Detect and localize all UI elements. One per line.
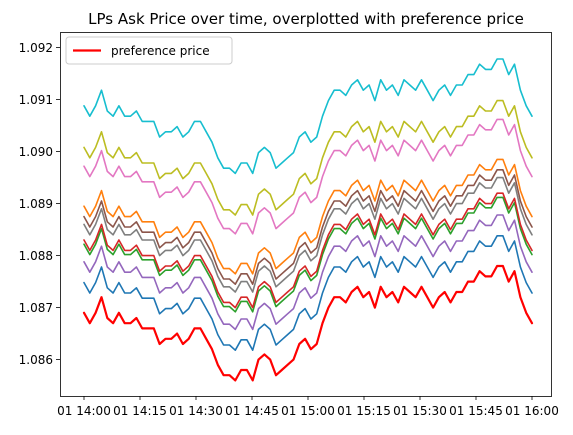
y-tick-label: 1.087	[19, 301, 53, 315]
preference-price-line	[82, 264, 534, 382]
y-tick-label: 1.086	[19, 353, 53, 367]
legend-box	[65, 36, 233, 65]
x-axis: 01 14:00 01 14:15 01 14:30 01 14:45 01 15:00…	[57, 396, 559, 418]
lp-ask-price-line-5	[83, 192, 533, 309]
lp-ask-price-line-2	[83, 214, 533, 331]
x-tick-label: 01 14:15	[113, 404, 167, 418]
y-tick-label: 1.088	[19, 249, 53, 263]
plot-frame	[60, 32, 552, 397]
lp-ask-price-line-3	[83, 196, 533, 313]
y-tick-label: 1.092	[19, 41, 53, 55]
x-tick-label: 01 15:30	[393, 404, 447, 418]
x-tick-label: 01 16:00	[505, 404, 559, 418]
y-tick-label: 1.091	[19, 93, 53, 107]
x-tick-label: 01 15:15	[337, 404, 391, 418]
x-tick-label: 01 15:45	[449, 404, 503, 418]
lp-ask-price-line-4	[83, 176, 533, 293]
y-tick-label: 1.090	[19, 145, 53, 159]
lp-ask-price-line-8	[83, 118, 533, 235]
legend: preference price	[65, 36, 233, 65]
legend-label: preference price	[111, 44, 210, 58]
plot-area	[82, 58, 534, 382]
x-tick-label: 01 14:00	[57, 404, 111, 418]
lp-ask-price-line-9	[83, 99, 533, 216]
lp-ask-price-line-7	[83, 158, 533, 275]
chart-title: LPs Ask Price over time, overplotted wit…	[88, 10, 524, 28]
x-tick-label: 01 14:45	[225, 404, 279, 418]
lp-ask-price-line-6	[83, 169, 533, 286]
x-tick-label: 01 15:00	[281, 404, 335, 418]
y-axis: 1.086 1.087 1.088 1.089 1.090 1.091 1.092	[19, 41, 60, 367]
lp-ask-price-line-10	[83, 58, 533, 175]
x-tick-label: 01 14:30	[169, 404, 223, 418]
y-tick-label: 1.089	[19, 197, 53, 211]
lp-ask-price-line-1	[83, 235, 533, 352]
